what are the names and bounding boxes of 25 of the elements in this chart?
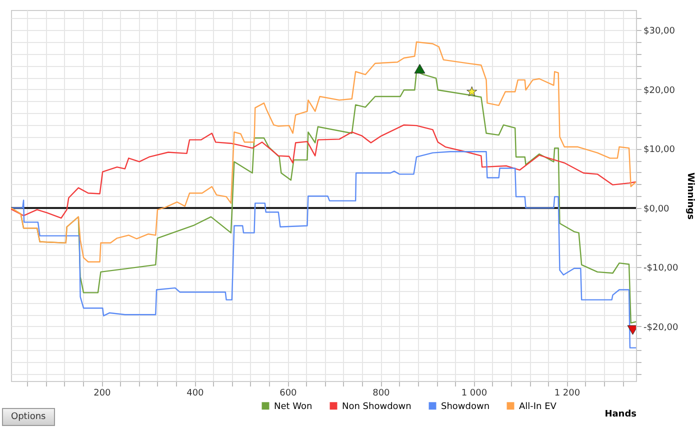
line-series — [11, 124, 636, 219]
y-tick-label: $30,00 — [644, 26, 676, 37]
x-tick-label: 1 200 — [554, 388, 580, 398]
line-series — [11, 151, 636, 348]
point — [627, 325, 636, 335]
x-tick-label: 1 000 — [461, 388, 488, 398]
x-axis-title: Hands — [604, 410, 636, 420]
text: Options — [2, 408, 55, 426]
legend-label: Non Showdown — [342, 402, 412, 412]
x-tick-label: 800 — [372, 388, 390, 398]
line-series — [11, 41, 636, 262]
x-tick-label: 200 — [94, 388, 112, 398]
legend-label: Net Won — [274, 402, 312, 412]
legend-label: All-In EV — [519, 402, 558, 412]
point — [466, 86, 478, 96]
y-tick-label: $10,00 — [644, 145, 676, 156]
y-axis-title: Winnings — [685, 172, 696, 220]
x-tick-label: 600 — [280, 388, 298, 398]
x-tick-label: 400 — [186, 388, 204, 398]
y-tick-label: $0,00 — [644, 204, 670, 214]
legend-label: Showdown — [441, 402, 490, 412]
y-tick-label: -$10,00 — [644, 264, 679, 274]
y-tick-label: $20,00 — [644, 86, 676, 96]
y-tick-label: -$20,00 — [644, 322, 679, 333]
point — [414, 64, 426, 74]
